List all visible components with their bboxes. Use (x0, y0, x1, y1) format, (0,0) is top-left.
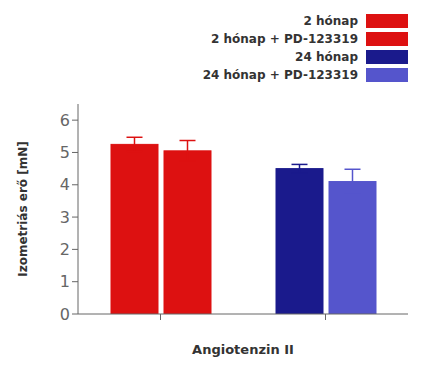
svg-text:Izometriás erő [mN]: Izometriás erő [mN] (16, 141, 30, 277)
svg-text:2: 2 (60, 240, 70, 259)
svg-text:6: 6 (60, 111, 70, 130)
svg-text:4: 4 (60, 175, 70, 194)
svg-text:0: 0 (60, 305, 70, 324)
svg-text:5: 5 (60, 143, 70, 162)
svg-text:Angiotenzin II: Angiotenzin II (192, 342, 294, 357)
html-text:2 hónap + PD-123319: 2 hónap + PD-123319 (211, 32, 358, 46)
svg-text:1: 1 (60, 272, 70, 291)
html-text:24 hónap: 24 hónap (295, 50, 358, 64)
svg-text:3: 3 (60, 208, 70, 227)
html-text:2 hónap: 2 hónap (303, 14, 358, 28)
html-text:24 hónap + PD-123319: 24 hónap + PD-123319 (202, 68, 358, 82)
